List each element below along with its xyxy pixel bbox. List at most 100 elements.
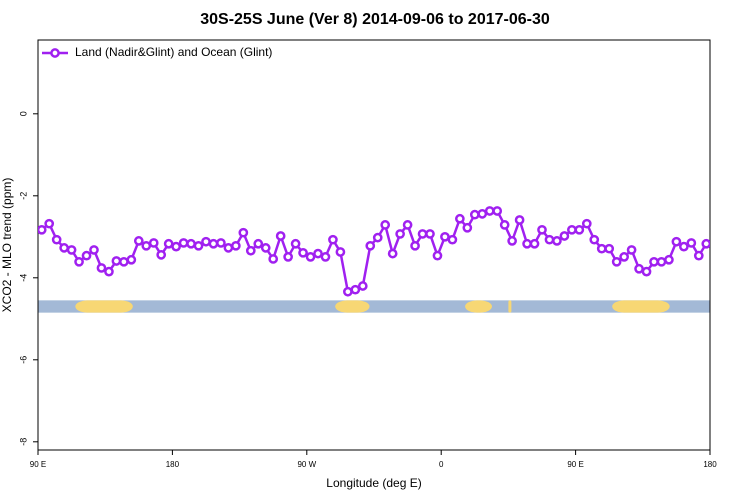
series — [38, 206, 710, 297]
data-point — [626, 245, 637, 255]
data-point — [679, 241, 689, 252]
data-point — [604, 243, 615, 254]
data-point — [298, 247, 308, 258]
data-point — [66, 245, 77, 255]
data-point — [440, 231, 450, 242]
data-point — [634, 263, 644, 274]
data-point — [223, 243, 234, 253]
data-point — [477, 208, 488, 219]
y-tick-label: -4 — [18, 274, 28, 282]
x-tick-label: 180 — [166, 460, 180, 469]
data-point — [283, 252, 293, 262]
data-point — [649, 256, 659, 267]
data-point — [522, 238, 532, 249]
x-tick-label: 90 W — [297, 460, 316, 469]
land-band — [508, 300, 512, 313]
data-point — [417, 229, 428, 239]
y-axis-label: XCO2 - MLO trend (ppm) — [0, 178, 14, 313]
x-tick-label: 90 E — [30, 460, 46, 469]
land-band — [612, 300, 670, 313]
data-point — [619, 252, 629, 262]
data-point — [484, 206, 495, 216]
land-band — [75, 300, 133, 313]
data-point — [38, 224, 47, 235]
data-point — [447, 234, 458, 245]
data-point — [216, 238, 226, 248]
data-point — [305, 252, 316, 262]
data-point — [372, 232, 383, 243]
data-point — [111, 256, 122, 266]
data-point — [186, 238, 196, 249]
data-point — [51, 234, 62, 245]
data-point — [462, 222, 473, 233]
y-tick-label: -6 — [18, 356, 28, 364]
data-point — [589, 234, 600, 245]
land-band — [465, 300, 492, 313]
data-point — [537, 224, 547, 235]
data-point — [238, 227, 249, 238]
data-point — [402, 220, 413, 230]
data-point — [193, 240, 204, 251]
ocean-band — [38, 300, 710, 313]
data-point — [320, 252, 331, 262]
data-point — [119, 256, 129, 267]
data-point — [380, 220, 391, 230]
data-point — [178, 238, 189, 248]
data-point — [432, 250, 443, 261]
data-point — [611, 256, 622, 267]
data-point — [425, 229, 435, 239]
data-point — [96, 263, 107, 273]
data-point — [268, 254, 279, 264]
data-point — [253, 238, 264, 249]
data-point — [81, 250, 92, 261]
data-point — [89, 245, 99, 255]
data-point — [163, 238, 174, 249]
data-point — [544, 234, 555, 245]
data-point — [104, 266, 114, 277]
data-point — [641, 266, 652, 277]
data-point — [343, 286, 353, 297]
data-point — [231, 240, 241, 251]
legend-label: Land (Nadir&Glint) and Ocean (Glint) — [75, 45, 272, 59]
data-point — [335, 247, 346, 257]
data-point — [44, 218, 55, 229]
data-point — [701, 238, 710, 249]
x-tick-label: 180 — [703, 460, 717, 469]
y-tick-label: -8 — [18, 438, 28, 446]
data-point — [656, 256, 667, 267]
data-point — [290, 238, 301, 249]
data-point — [514, 215, 525, 225]
data-point — [574, 224, 585, 235]
data-point — [133, 236, 144, 246]
data-point — [171, 241, 181, 252]
land-band — [335, 300, 370, 313]
data-point — [567, 224, 577, 235]
data-point — [671, 236, 682, 247]
data-point — [529, 238, 540, 249]
data-point — [499, 220, 510, 230]
data-point — [260, 243, 271, 253]
data-point — [455, 213, 465, 224]
data-point — [141, 240, 152, 251]
data-point — [245, 245, 256, 256]
legend-marker — [50, 48, 60, 58]
data-point — [581, 218, 592, 229]
data-point — [313, 248, 323, 259]
data-point — [559, 231, 570, 241]
data-point — [387, 248, 398, 259]
data-point — [664, 254, 674, 265]
data-point — [492, 206, 503, 216]
data-point — [350, 284, 361, 295]
data-point — [365, 240, 376, 251]
y-tick-label: 0 — [18, 111, 28, 116]
chart-title: 30S-25S June (Ver 8) 2014-09-06 to 2017-… — [200, 11, 550, 28]
data-point — [693, 250, 704, 261]
data-point — [552, 236, 562, 246]
data-point — [507, 236, 517, 246]
x-axis-label: Longitude (deg E) — [326, 476, 421, 490]
data-point — [596, 243, 607, 254]
data-point — [201, 236, 211, 247]
x-tick-label: 90 E — [567, 460, 583, 469]
data-point — [395, 229, 405, 239]
